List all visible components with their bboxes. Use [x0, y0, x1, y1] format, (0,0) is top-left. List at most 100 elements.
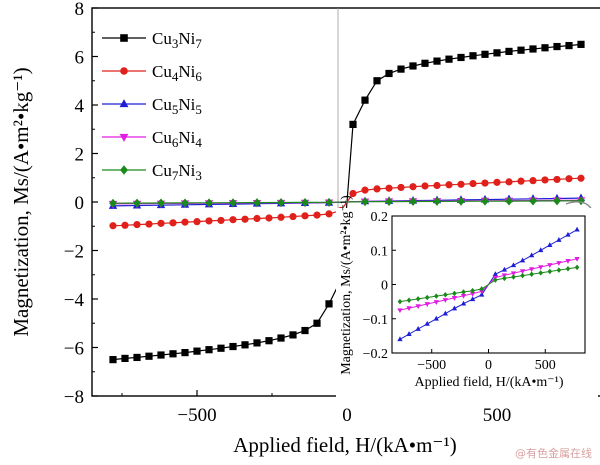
inset-x-axis-title: Applied field, H/(kA•m⁻¹) [414, 375, 563, 390]
data-point [169, 219, 177, 227]
data-point [424, 302, 430, 308]
x-axis-title: Applied field, H/(kA•m⁻¹) [233, 433, 457, 457]
inset-y-tick-label: −0.1 [363, 313, 388, 328]
data-point [553, 42, 561, 51]
data-point [510, 271, 517, 277]
data-point [433, 300, 439, 305]
inset-x-tick-label: 500 [535, 358, 556, 373]
data-point [565, 231, 571, 237]
data-point [469, 296, 476, 302]
legend-item-Cu4Ni6: Cu4Ni6 [102, 62, 202, 84]
data-point [493, 178, 501, 186]
data-point [457, 53, 465, 62]
data-point [361, 96, 369, 104]
inset-y-tick-label: 0 [381, 279, 388, 294]
data-point [479, 291, 485, 297]
data-point [528, 267, 535, 273]
data-point [493, 49, 501, 57]
data-point [433, 57, 441, 65]
data-point [109, 356, 117, 364]
data-point [433, 315, 439, 321]
inset-y-tick-label: 0.2 [371, 210, 389, 225]
inset-series-line [399, 266, 578, 303]
y-tick-label: 4 [75, 96, 85, 117]
data-point [433, 196, 441, 206]
data-point [205, 346, 213, 354]
watermark-text: @有色金属在线 [515, 447, 592, 460]
data-point [445, 181, 453, 189]
x-tick-label: −500 [177, 405, 216, 426]
data-point [574, 256, 580, 262]
data-point [313, 211, 321, 219]
legend-item-Cu7Ni3: Cu7Ni3 [102, 161, 202, 183]
data-point [409, 62, 417, 70]
data-point [349, 189, 357, 198]
inset-y-axis-title: Magnetization, Ms/(A•m²•kg⁻¹) [339, 195, 354, 375]
data-point [556, 267, 562, 273]
data-point [373, 77, 381, 85]
data-point [109, 198, 117, 208]
data-point [505, 196, 513, 206]
data-point [538, 247, 544, 253]
x-tick-label: 0 [342, 405, 352, 426]
data-point [501, 266, 508, 272]
y-tick-label: 8 [75, 0, 85, 20]
data-point [301, 197, 309, 207]
data-point [193, 347, 201, 355]
data-point [385, 197, 393, 207]
data-point [470, 287, 475, 294]
data-point [519, 269, 526, 275]
data-point [181, 348, 189, 357]
data-point [277, 198, 285, 207]
data-point [121, 354, 129, 363]
data-point [565, 175, 573, 183]
data-point [397, 308, 403, 314]
data-point [277, 213, 285, 221]
legend-label: Cu3Ni7 [152, 29, 202, 51]
data-point [547, 268, 553, 275]
data-point [547, 263, 553, 268]
y-tick-label: −4 [64, 290, 85, 311]
data-point [433, 181, 441, 190]
data-point [205, 198, 213, 208]
y-axis-title: Magnetization, Ms/(A•m²•kg⁻¹) [9, 67, 33, 336]
data-point [565, 259, 571, 264]
y-tick-label: −2 [64, 242, 84, 263]
data-point [301, 212, 309, 220]
inset-series-group [397, 226, 580, 342]
data-point [510, 262, 517, 268]
data-point [505, 47, 513, 56]
inset-series-Cu7Ni3 [397, 264, 580, 305]
data-point [157, 351, 165, 359]
data-point [289, 212, 297, 221]
series-Cu4Ni6 [109, 174, 585, 230]
main-axis-ticks: −8 −6 −4 −2 0 2 4 6 8 −500 0 500 [64, 0, 573, 426]
data-point [547, 242, 553, 247]
data-point [157, 198, 165, 208]
data-point [361, 186, 369, 194]
data-point [528, 252, 535, 258]
data-point [325, 210, 333, 218]
data-point [469, 52, 477, 60]
data-point [397, 336, 403, 342]
data-point [565, 41, 573, 50]
data-point [120, 165, 128, 175]
data-point [120, 67, 128, 75]
data-point [492, 277, 498, 283]
data-point [217, 216, 225, 225]
data-point [415, 296, 421, 302]
data-point [289, 331, 297, 339]
legend: Cu3Ni7 Cu4Ni6 Cu5Ni5 Cu6Ni4 Cu7Ni3 [102, 29, 202, 183]
data-point [253, 214, 261, 223]
inset-y-tick-label: −0.2 [363, 347, 388, 362]
data-point [421, 182, 429, 190]
data-point [538, 270, 544, 276]
data-point [519, 257, 526, 263]
data-point [277, 334, 285, 342]
data-point [541, 44, 549, 52]
data-point [121, 221, 129, 229]
series-line [112, 200, 582, 204]
data-point [469, 179, 477, 188]
data-point [541, 176, 549, 184]
